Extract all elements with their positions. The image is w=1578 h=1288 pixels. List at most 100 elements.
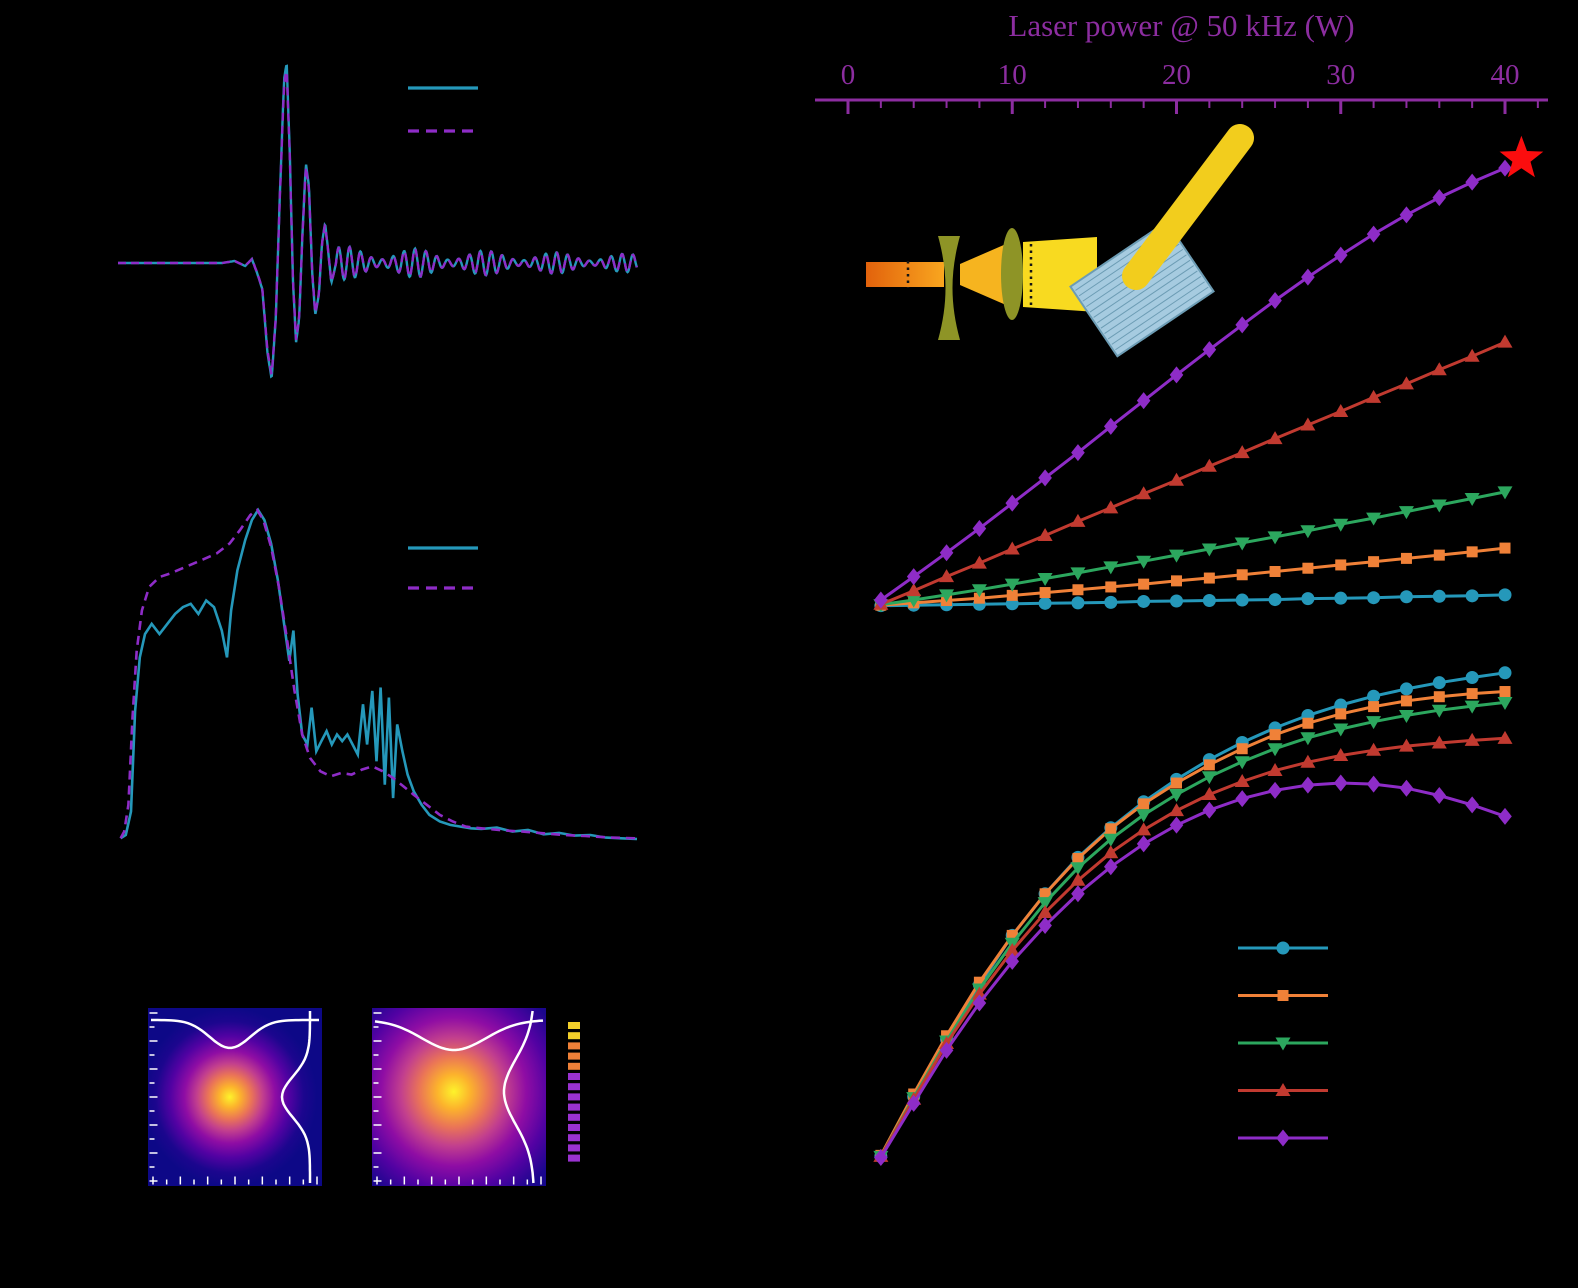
marker-diamond <box>1465 796 1479 814</box>
marker-triangle-up <box>1004 942 1020 956</box>
marker-diamond <box>1498 159 1512 177</box>
grating-groove <box>1100 265 1195 329</box>
colorbar-dash <box>568 1083 580 1091</box>
marker-circle <box>1432 676 1446 690</box>
top-axis-tick-label: 0 <box>841 59 856 91</box>
marker-triangle-down <box>1366 716 1382 730</box>
marker-circle <box>1432 589 1446 603</box>
marker-diamond <box>1432 787 1447 805</box>
panel-a-trace-solid <box>118 64 638 379</box>
marker-square <box>1302 717 1314 729</box>
marker-diamond <box>1268 292 1282 310</box>
marker-circle <box>1498 666 1512 680</box>
marker-diamond <box>1301 268 1315 286</box>
marker-diamond <box>939 544 954 562</box>
series-line <box>880 166 1506 602</box>
marker-triangle-up <box>1201 458 1217 472</box>
beam-profile-image <box>372 1008 546 1186</box>
colorbar-dash <box>568 1042 580 1050</box>
panel-b-spectrum-solid <box>119 507 638 841</box>
top-axis-tick-label: 40 <box>1491 59 1520 91</box>
marker-diamond <box>1333 246 1348 264</box>
panel-b-legend <box>408 546 478 590</box>
colorbar-dash <box>568 1052 580 1060</box>
colorbar-dash <box>568 1062 580 1070</box>
marker-triangle-up <box>971 555 987 569</box>
marker-triangle-down <box>1201 771 1217 785</box>
marker-triangle-down <box>1333 723 1349 737</box>
top-axis-title: Laser power @ 50 kHz (W) <box>1008 8 1355 43</box>
marker-diamond <box>1235 316 1249 334</box>
marker-triangle-up <box>1300 754 1316 768</box>
marker-diamond <box>1276 1129 1290 1147</box>
panel-e-series-triangle-up <box>873 730 1513 1162</box>
red-star-marker <box>1499 135 1544 178</box>
marker-square <box>1072 584 1084 596</box>
colorbar-dash <box>568 1113 580 1121</box>
marker-triangle-up <box>939 569 955 583</box>
colorbar-dash <box>568 1124 580 1131</box>
beam-profile-image <box>148 1008 322 1186</box>
top-axis-tick-label: 20 <box>1162 59 1191 91</box>
marker-triangle-down <box>1169 549 1184 563</box>
marker-square <box>1335 708 1347 720</box>
marker-circle <box>1334 591 1348 605</box>
marker-square <box>1433 549 1445 561</box>
marker-triangle-up <box>1136 822 1152 836</box>
marker-triangle-down <box>939 589 955 603</box>
marker-diamond <box>1301 776 1315 794</box>
marker-triangle-up <box>1366 742 1382 756</box>
marker-triangle-up <box>1267 763 1283 777</box>
concave-lens <box>938 236 960 340</box>
marker-triangle-up <box>1464 348 1480 362</box>
marker-triangle-up <box>1333 747 1349 761</box>
marker-triangle-down <box>1103 833 1119 847</box>
marker-diamond <box>1202 801 1217 819</box>
marker-triangle-up <box>1070 872 1086 886</box>
marker-triangle-up <box>1169 472 1184 486</box>
marker-triangle-up <box>1169 803 1184 817</box>
marker-diamond <box>939 1041 954 1059</box>
marker-triangle-up <box>1037 905 1053 919</box>
marker-diamond <box>1399 206 1414 224</box>
marker-triangle-up <box>1366 389 1382 403</box>
horizontal-lineout-curve <box>151 1018 319 1050</box>
marker-square <box>1171 575 1182 587</box>
marker-triangle-down <box>1398 506 1414 520</box>
marker-diamond <box>1465 173 1479 191</box>
marker-triangle-down <box>1037 573 1053 587</box>
marker-triangle-down <box>906 594 922 608</box>
panel-a-trace-dashed <box>118 70 638 376</box>
marker-triangle-up <box>1234 773 1250 787</box>
marker-diamond <box>1333 774 1348 792</box>
marker-square <box>1138 798 1150 810</box>
marker-square <box>1039 888 1051 900</box>
marker-square <box>1368 701 1380 713</box>
marker-circle <box>1465 589 1479 603</box>
marker-diamond <box>1268 781 1282 799</box>
marker-square <box>1368 556 1380 568</box>
marker-diamond <box>906 1094 921 1112</box>
marker-diamond <box>1038 917 1052 935</box>
grating-groove <box>1111 281 1205 345</box>
horizontal-lineout-curve <box>374 1019 544 1052</box>
marker-circle <box>1276 941 1290 955</box>
marker-triangle-down <box>1497 696 1513 710</box>
marker-triangle-down <box>1103 561 1119 575</box>
colorbar-dash <box>568 1073 580 1080</box>
grating-groove <box>1115 286 1209 351</box>
marker-triangle-down <box>971 584 987 598</box>
series-line <box>879 736 1506 1158</box>
marker-triangle-up <box>1431 735 1447 749</box>
marker-triangle-down <box>1300 732 1316 746</box>
marker-square <box>1400 695 1412 707</box>
marker-triangle-up <box>1431 362 1447 376</box>
marker-circle <box>1465 670 1479 684</box>
marker-square <box>1203 759 1215 771</box>
marker-square <box>1269 565 1281 577</box>
marker-triangle-down <box>1398 709 1414 723</box>
marker-circle <box>1038 596 1052 610</box>
marker-diamond <box>874 1148 888 1166</box>
